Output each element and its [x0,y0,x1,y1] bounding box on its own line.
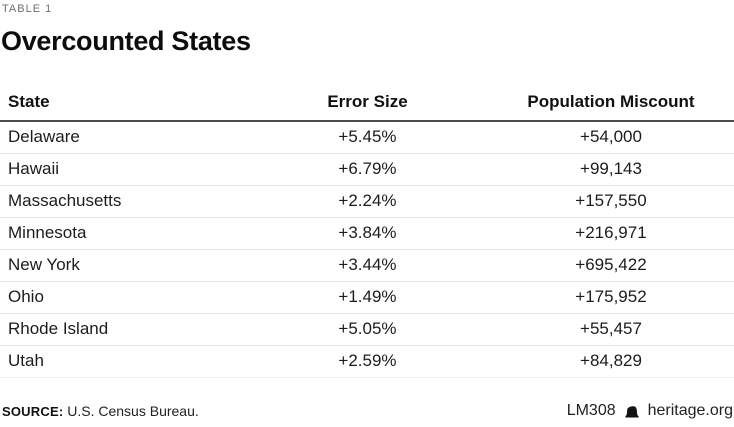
state-cell: Hawaii [0,153,247,186]
table-eyebrow-label: TABLE 1 [2,3,53,15]
liberty-bell-icon [623,402,641,420]
figure-footer: SOURCE: U.S. Census Bureau. LM308 herita… [2,400,733,422]
state-cell: Massachusetts [0,185,247,218]
error-size-cell: +3.84% [247,217,488,250]
page-title: Overcounted States [1,26,251,56]
source-label: SOURCE: [2,404,64,419]
table-row: Utah +2.59% +84,829 [0,345,734,378]
overcounted-states-table: State Error Size Population Miscount Delaw… [0,84,734,378]
error-size-cell: +3.44% [247,249,488,282]
state-cell: Delaware [0,121,247,154]
table-body: Delaware +5.45% +54,000 Hawaii +6.79% +99,143… [0,121,734,378]
population-miscount-cell: +175,952 [488,281,734,314]
population-miscount-cell: +84,829 [488,345,734,378]
error-size-cell: +5.45% [247,121,488,154]
brand-line: LM308 heritage.org [567,402,733,420]
population-miscount-cell: +99,143 [488,153,734,186]
error-size-cell: +1.49% [247,281,488,314]
population-miscount-cell: +55,457 [488,313,734,346]
table-row: Hawaii +6.79% +99,143 [0,153,734,186]
error-size-cell: +2.59% [247,345,488,378]
table-row: Rhode Island +5.05% +55,457 [0,313,734,346]
table-row: Massachusetts +2.24% +157,550 [0,185,734,218]
source-text: U.S. Census Bureau. [67,403,199,419]
state-cell: Utah [0,345,247,378]
error-size-cell: +5.05% [247,313,488,346]
site-name: heritage.org [647,402,733,419]
table-row: New York +3.44% +695,422 [0,249,734,282]
population-miscount-cell: +695,422 [488,249,734,282]
population-miscount-cell: +157,550 [488,185,734,218]
source-line: SOURCE: U.S. Census Bureau. [2,403,199,419]
column-header-error-size: Error Size [247,84,488,122]
table-header-row: State Error Size Population Miscount [0,84,734,122]
table-row: Ohio +1.49% +175,952 [0,281,734,314]
state-cell: Minnesota [0,217,247,250]
error-size-cell: +2.24% [247,185,488,218]
table-row: Delaware +5.45% +54,000 [0,121,734,154]
state-cell: Ohio [0,281,247,314]
doc-id: LM308 [566,402,616,419]
column-header-state: State [0,84,247,122]
table-header: State Error Size Population Miscount [0,84,734,122]
error-size-cell: +6.79% [247,153,488,186]
state-cell: Rhode Island [0,313,247,346]
population-miscount-cell: +216,971 [488,217,734,250]
state-cell: New York [0,249,247,282]
column-header-population-miscount: Population Miscount [488,84,734,122]
population-miscount-cell: +54,000 [488,121,734,154]
table-row: Minnesota +3.84% +216,971 [0,217,734,250]
